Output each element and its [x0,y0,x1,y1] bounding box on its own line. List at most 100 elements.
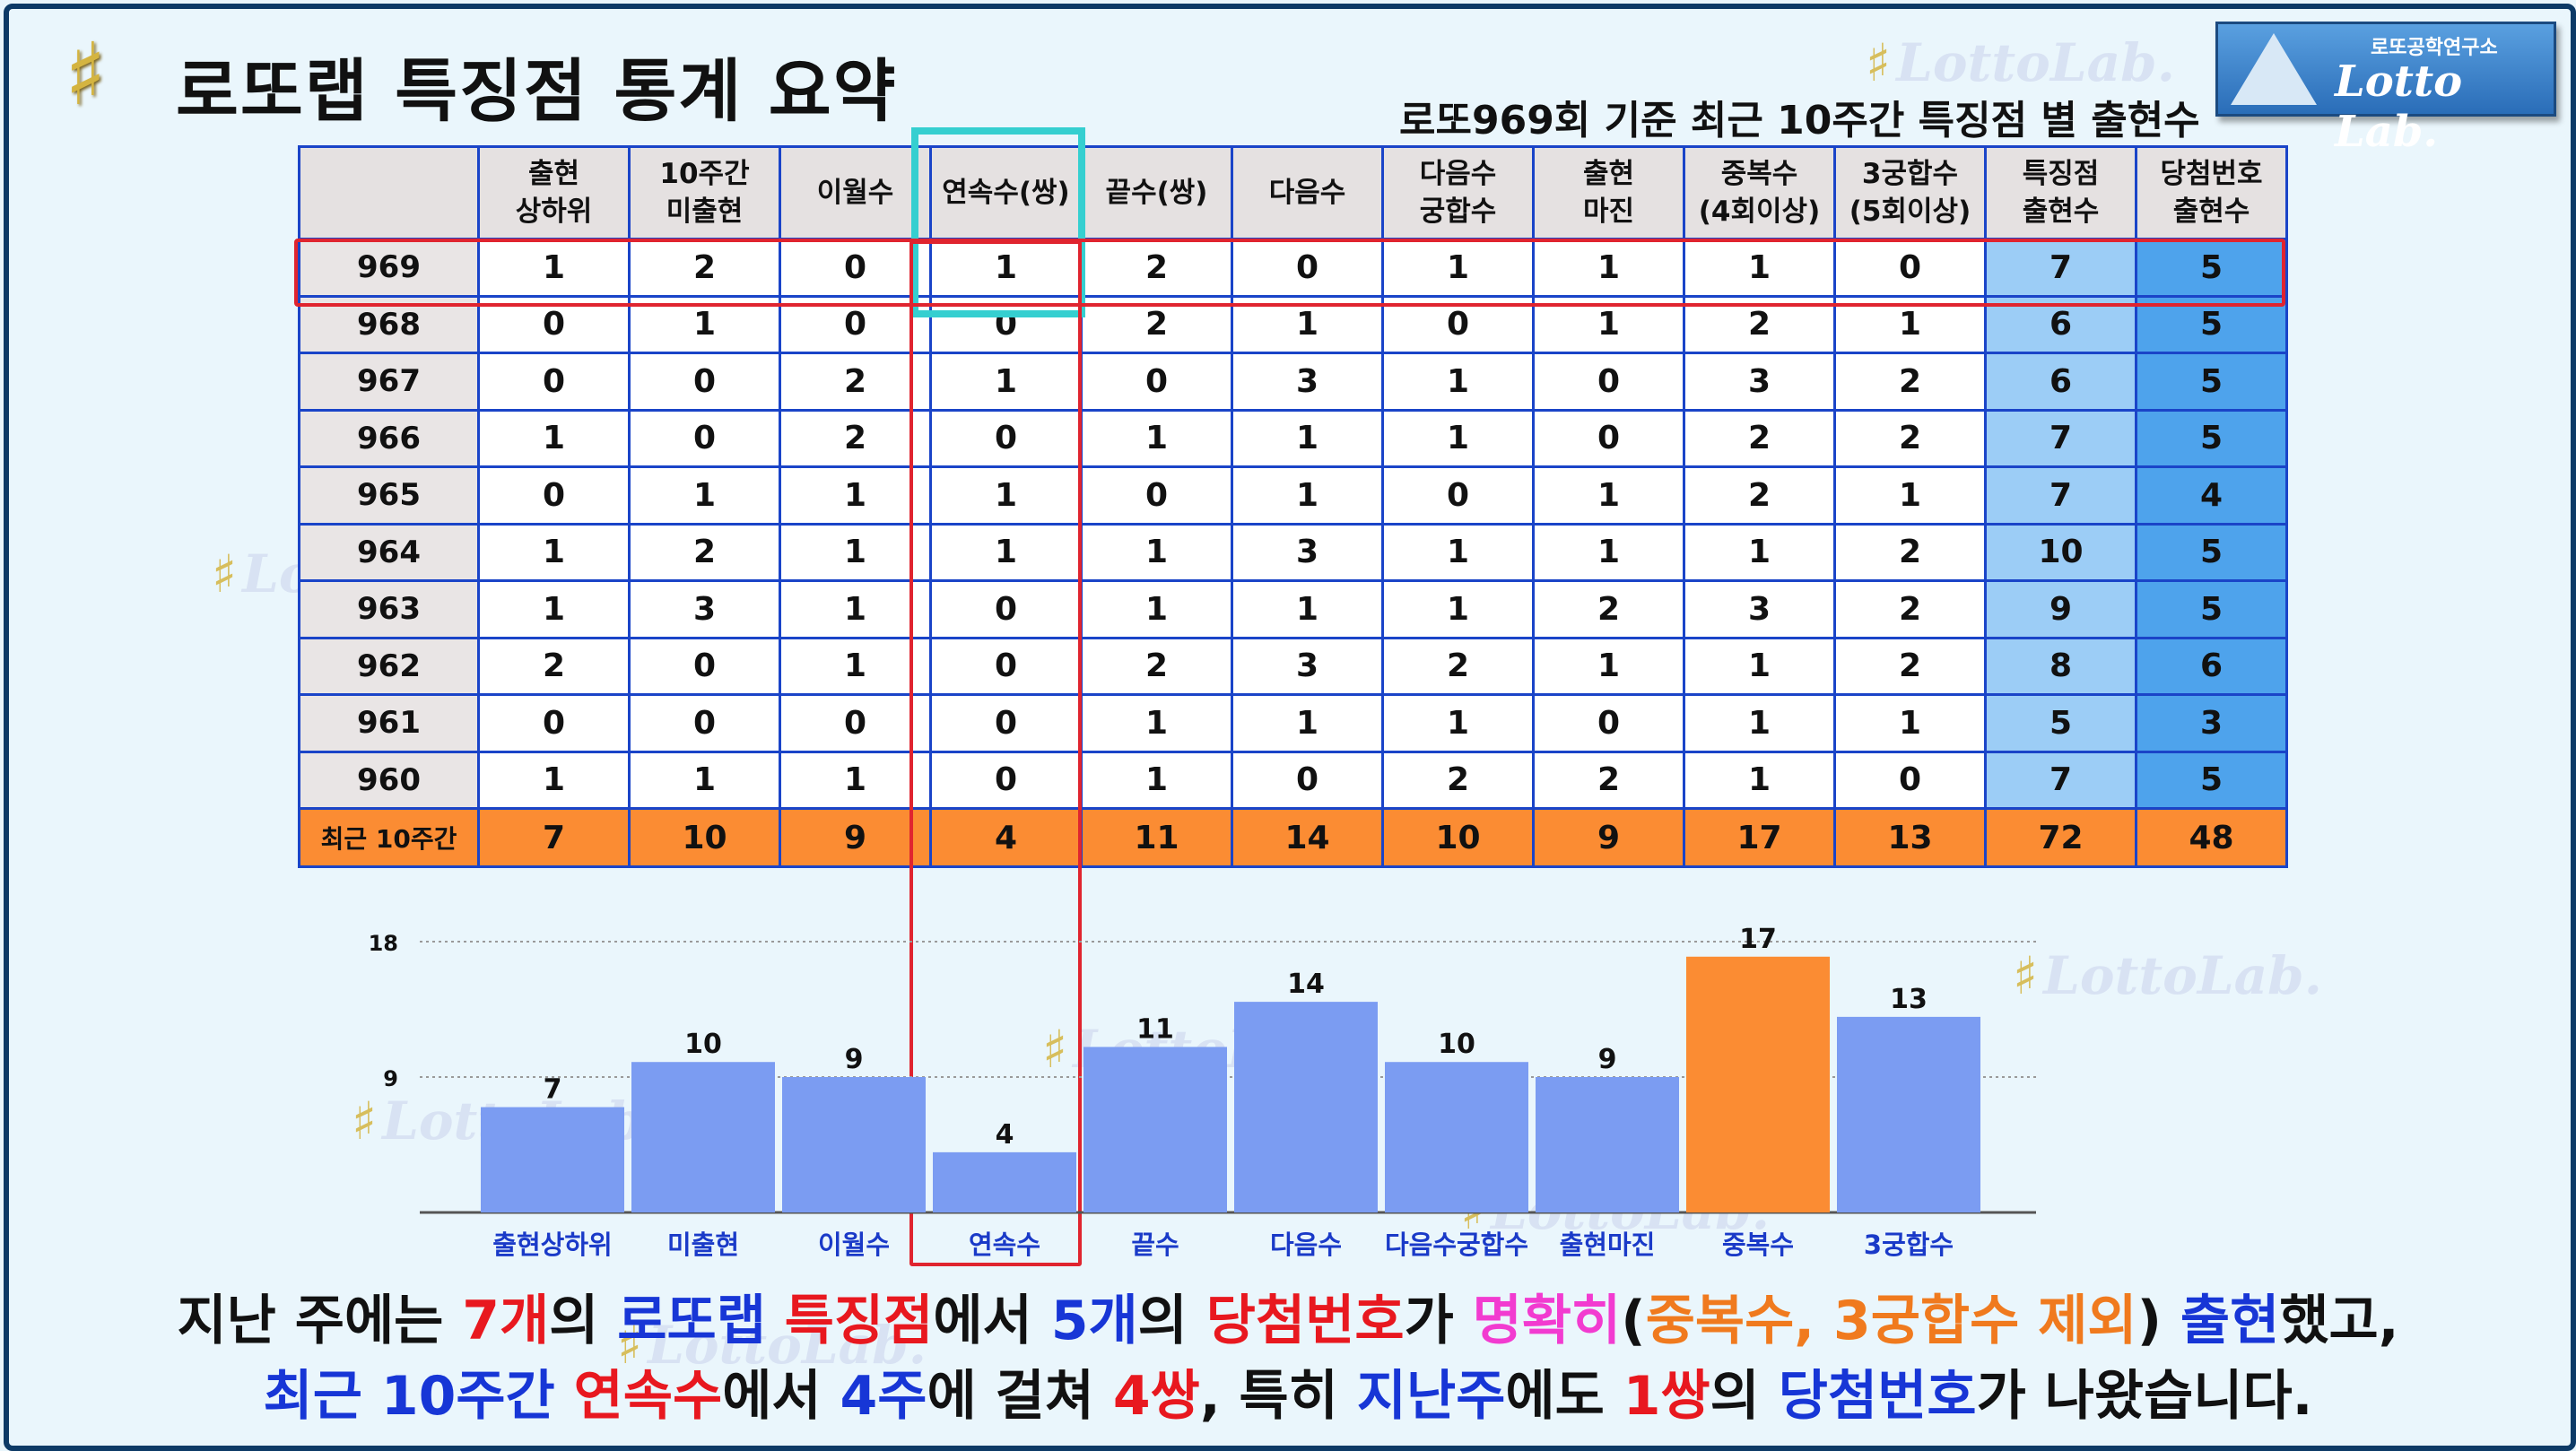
y-tick-label: 9 [383,1066,398,1091]
table-cell: 2 [1833,636,1987,696]
table-cell: 0 [1080,352,1233,412]
x-tick-label: 중복수 [1722,1229,1794,1260]
table-cell: 5 [2135,238,2288,298]
chart-labels: 9 18 7 출현상하위 10 미출현 9 이월수 4 연속수 11 끝수 14 다음수 10 다음수궁합수 9… [369,924,1954,1260]
table-cell: 1 [1080,408,1233,468]
table-row: 961 0 0 0 0 1 1 1 0 1 1 5 3 [298,693,2288,753]
row-label-cell: 962 [298,636,480,696]
table-cell: 0 [628,693,781,753]
table-cell: 4 [929,807,1083,868]
column-header: 특징점 출현수 [1984,145,2137,240]
table-cell: 2 [1833,408,1987,468]
table-cell: 1 [1381,352,1535,412]
table-cell: 13 [1833,807,1987,868]
table-row: 962 2 0 1 0 2 3 2 1 1 2 8 6 [298,636,2288,696]
column-header: 이월수 [779,145,932,240]
table-cell: 1 [929,238,1083,298]
table-cell: 1 [1683,693,1836,753]
table-cell: 0 [477,693,631,753]
table-cell: 2 [628,238,781,298]
caption-segment: 7개 [462,1290,550,1352]
column-header: 다음수 궁합수 [1381,145,1535,240]
table-cell: 1 [1532,238,1685,298]
table-row: 966 1 0 2 0 1 1 1 0 2 2 7 5 [298,408,2288,468]
row-label-cell: 964 [298,522,480,582]
data-label: 4 [996,1119,1014,1151]
caption-segment: 5개 [1050,1290,1138,1352]
table-cell: 1 [1231,408,1384,468]
caption-segment: 에서 [722,1365,840,1428]
row-label-cell: 967 [298,352,480,412]
column-header-text: 당첨번호 [2160,158,2263,190]
caption-segment: 의 [1710,1365,1779,1428]
table-cell: 7 [1984,750,2137,810]
table-cell: 1 [779,636,932,696]
table-cell: 1 [1683,750,1836,810]
table-cell: 2 [1833,352,1987,412]
table-cell: 0 [779,693,932,753]
table-cell: 1 [1381,522,1535,582]
table-cell: 0 [779,238,932,298]
x-tick-label: 다음수 [1270,1229,1342,1260]
bar [933,1151,1076,1212]
column-header: 출현 마진 [1532,145,1685,240]
column-header-text: 연속수(쌍) [942,177,1070,209]
table-cell: 2 [779,352,932,412]
table-cell: 7 [477,807,631,868]
table-cell: 1 [1683,522,1836,582]
x-tick-label: 다음수궁합수 [1385,1229,1528,1260]
table-cell: 6 [1984,352,2137,412]
table-cell: 1 [477,750,631,810]
column-header: 다음수 [1231,145,1384,240]
table-row: 960 1 1 1 0 1 0 2 2 1 0 7 5 [298,750,2288,810]
column-header-text: 상하위 [515,195,593,228]
caption-segment: ) [2137,1290,2180,1352]
table-cell: 2 [1532,750,1685,810]
column-header-text: 궁합수 [1419,195,1497,228]
table-cell: 1 [1532,522,1685,582]
table-cell: 0 [628,352,781,412]
table-cell: 9 [1984,579,2137,639]
table-cell: 0 [477,352,631,412]
table-cell: 3 [1231,636,1384,696]
caption-segment: 지난주 [1356,1365,1506,1428]
row-label-cell: 961 [298,693,480,753]
table-row: 965 0 1 1 1 0 1 0 1 2 1 7 4 [298,465,2288,526]
table-cell: 1 [1231,465,1384,526]
table-cell: 1 [1683,636,1836,696]
table-cell: 7 [1984,408,2137,468]
bar [1083,1047,1227,1212]
caption-segment: 연속수 [573,1365,723,1428]
table-cell: 10 [1984,522,2137,582]
flask-icon [2231,33,2317,105]
table-cell: 1 [1381,693,1535,753]
table-cell: 1 [1683,238,1836,298]
table-cell: 0 [628,636,781,696]
table-cell: 1 [477,579,631,639]
column-header-text: (4회이상) [1698,195,1821,228]
bar [1686,956,1830,1212]
table-cell: 1 [1532,465,1685,526]
caption-segment [555,1365,574,1428]
table-cell: 2 [1683,465,1836,526]
table-cell: 1 [1231,693,1384,753]
table-cell: 5 [2135,408,2288,468]
column-header-text: 끝수(쌍) [1105,177,1208,209]
table-cell: 72 [1984,807,2137,868]
y-tick-label: 18 [369,931,398,956]
row-label-cell: 최근 10주간 [298,807,480,868]
data-label: 11 [1136,1013,1174,1045]
table-cell: 0 [929,408,1083,468]
column-header: 끝수(쌍) [1080,145,1233,240]
table-cell: 1 [1080,693,1233,753]
caption-segment: 4쌍 [1112,1365,1200,1428]
caption-segment: 1쌍 [1623,1365,1710,1428]
bar [1536,1077,1679,1212]
table-cell: 0 [1833,238,1987,298]
column-header: 당첨번호 출현수 [2135,145,2288,240]
hash-logo-icon: ♯ [65,23,107,125]
table-cell: 2 [1532,579,1685,639]
table-cell: 1 [477,522,631,582]
table-cell: 1 [929,522,1083,582]
table-row: 963 1 3 1 0 1 1 1 2 3 2 9 5 [298,579,2288,639]
